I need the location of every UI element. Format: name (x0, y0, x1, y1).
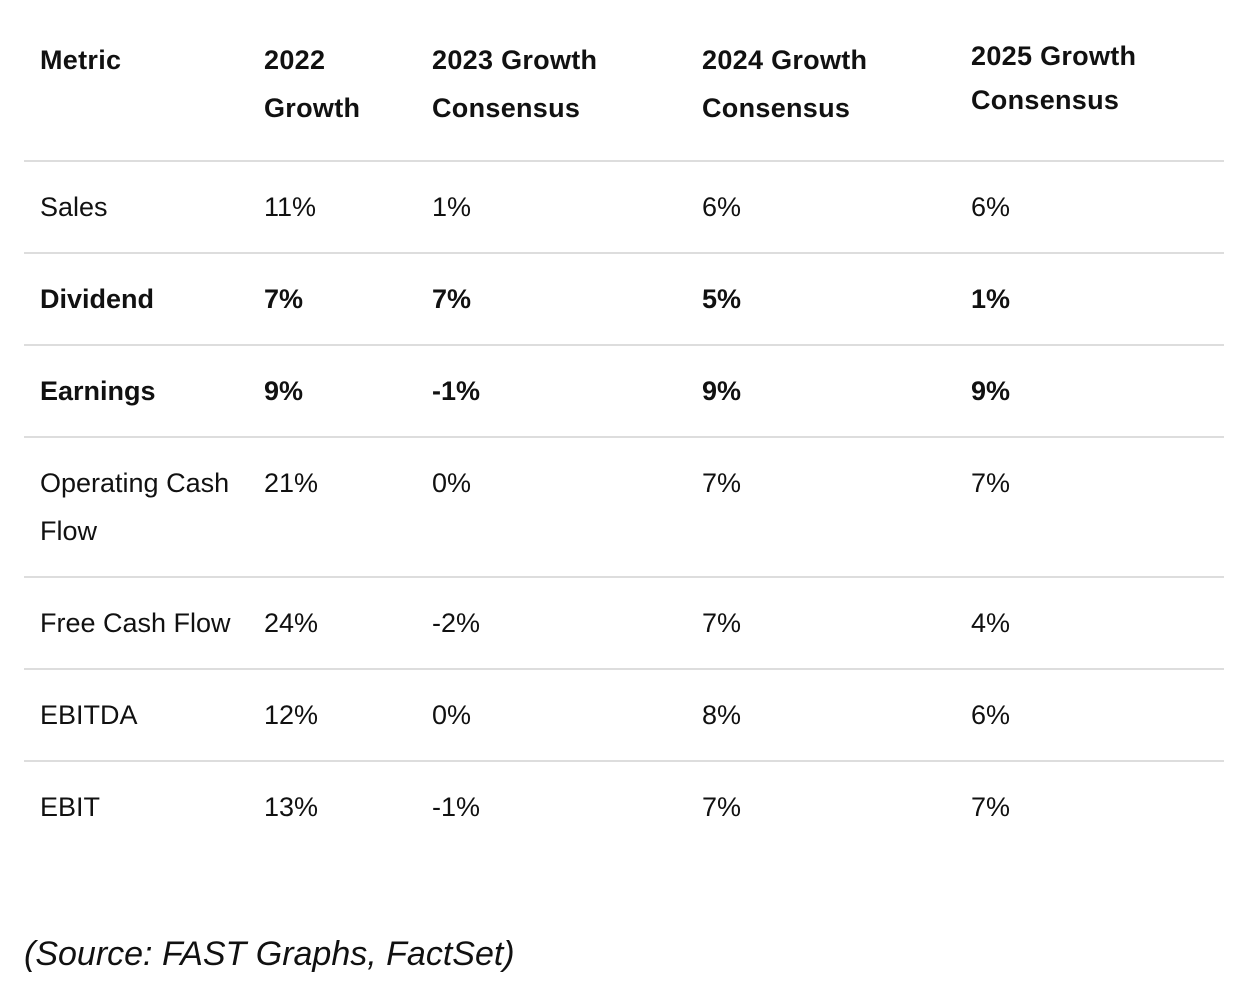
header-2022-growth: 2022 Growth (264, 45, 361, 123)
table-row-ebitda: EBITDA 12% 0% 8% 6% (24, 669, 1224, 761)
table-header-row: Metric 2022 Growth 2023 Growth Consensus… (24, 0, 1224, 161)
source-caption: (Source: FAST Graphs, FactSet) (24, 935, 515, 973)
cell-metric: EBIT (40, 792, 101, 822)
cell-2024: 7% (702, 608, 742, 638)
header-2025-growth-consensus: 2025 Growth Consensus (971, 41, 1137, 115)
cell-metric: Sales (40, 192, 108, 222)
cell-2025: 7% (971, 468, 1011, 498)
cell-2024: 7% (702, 792, 742, 822)
growth-table-container: Metric 2022 Growth 2023 Growth Consensus… (24, 0, 1224, 852)
cell-metric: EBITDA (40, 700, 138, 730)
cell-2025: 6% (971, 192, 1011, 222)
cell-2024: 8% (702, 700, 742, 730)
header-metric: Metric (40, 45, 122, 75)
cell-2023: -2% (432, 608, 481, 638)
cell-2022: 12% (264, 700, 319, 730)
cell-2024: 6% (702, 192, 742, 222)
cell-2022: 11% (264, 192, 317, 222)
table-row-operating-cash-flow: Operating Cash Flow 21% 0% 7% 7% (24, 437, 1224, 577)
cell-2023: 1% (432, 192, 472, 222)
cell-2025: 9% (971, 376, 1011, 406)
cell-metric: Dividend (40, 284, 155, 314)
cell-metric: Operating Cash Flow (40, 468, 230, 546)
cell-2023: -1% (432, 376, 481, 406)
growth-table: Metric 2022 Growth 2023 Growth Consensus… (24, 0, 1224, 852)
cell-2023: -1% (432, 792, 481, 822)
cell-2022: 21% (264, 468, 319, 498)
cell-metric: Earnings (40, 376, 156, 406)
cell-2022: 24% (264, 608, 319, 638)
cell-2025: 6% (971, 700, 1011, 730)
cell-2025: 7% (971, 792, 1011, 822)
table-row-free-cash-flow: Free Cash Flow 24% -2% 7% 4% (24, 577, 1224, 669)
cell-2024: 9% (702, 376, 742, 406)
cell-2023: 0% (432, 468, 472, 498)
cell-2022: 13% (264, 792, 319, 822)
cell-2024: 7% (702, 468, 742, 498)
cell-2022: 9% (264, 376, 304, 406)
header-2024-growth-consensus: 2024 Growth Consensus (702, 45, 868, 123)
table-row-earnings: Earnings 9% -1% 9% 9% (24, 345, 1224, 437)
cell-2025: 4% (971, 608, 1011, 638)
header-2023-growth-consensus: 2023 Growth Consensus (432, 45, 598, 123)
cell-2022: 7% (264, 284, 304, 314)
cell-2024: 5% (702, 284, 742, 314)
cell-2023: 7% (432, 284, 472, 314)
table-row-sales: Sales 11% 1% 6% 6% (24, 161, 1224, 253)
cell-2025: 1% (971, 284, 1011, 314)
table-row-dividend: Dividend 7% 7% 5% 1% (24, 253, 1224, 345)
cell-metric: Free Cash Flow (40, 608, 231, 638)
table-row-ebit: EBIT 13% -1% 7% 7% (24, 761, 1224, 852)
cell-2023: 0% (432, 700, 472, 730)
